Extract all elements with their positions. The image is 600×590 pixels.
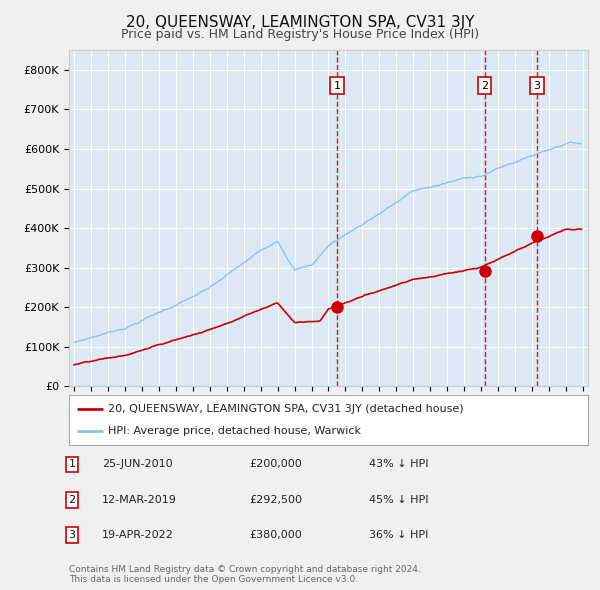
Text: £200,000: £200,000 [249,460,302,469]
Text: 3: 3 [68,530,76,540]
Text: 25-JUN-2010: 25-JUN-2010 [102,460,173,469]
Text: 20, QUEENSWAY, LEAMINGTON SPA, CV31 3JY (detached house): 20, QUEENSWAY, LEAMINGTON SPA, CV31 3JY … [108,404,464,414]
Text: £380,000: £380,000 [249,530,302,540]
Text: 1: 1 [334,81,340,91]
Text: Contains HM Land Registry data © Crown copyright and database right 2024.
This d: Contains HM Land Registry data © Crown c… [69,565,421,584]
Text: 36% ↓ HPI: 36% ↓ HPI [369,530,428,540]
Text: 2: 2 [481,81,488,91]
Text: 12-MAR-2019: 12-MAR-2019 [102,495,177,504]
Text: 45% ↓ HPI: 45% ↓ HPI [369,495,428,504]
Text: HPI: Average price, detached house, Warwick: HPI: Average price, detached house, Warw… [108,427,361,437]
Text: 19-APR-2022: 19-APR-2022 [102,530,174,540]
Text: 20, QUEENSWAY, LEAMINGTON SPA, CV31 3JY: 20, QUEENSWAY, LEAMINGTON SPA, CV31 3JY [126,15,474,30]
Text: Price paid vs. HM Land Registry's House Price Index (HPI): Price paid vs. HM Land Registry's House … [121,28,479,41]
Text: 3: 3 [533,81,541,91]
Text: 43% ↓ HPI: 43% ↓ HPI [369,460,428,469]
Text: 1: 1 [68,460,76,469]
Text: 2: 2 [68,495,76,504]
Text: £292,500: £292,500 [249,495,302,504]
